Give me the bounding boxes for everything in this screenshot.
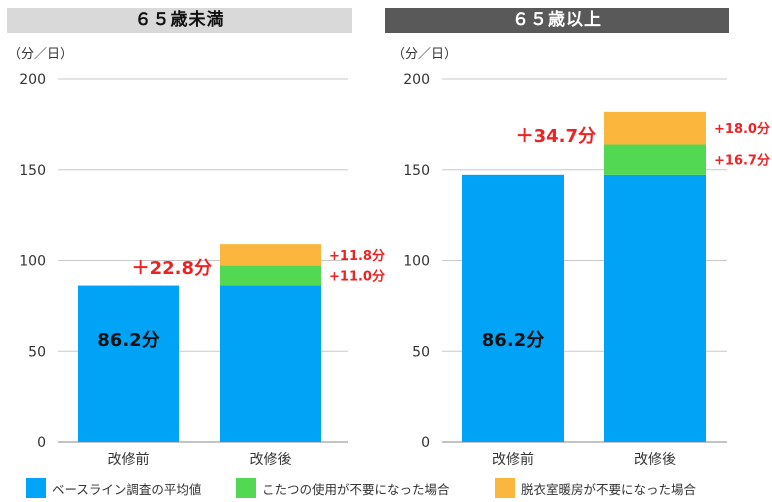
total-increase-label: ＋22.8分 <box>132 258 212 279</box>
y-tick-label: 150 <box>19 163 46 179</box>
legend-label: ベースライン調査の平均値 <box>52 481 202 497</box>
bar-data-label: 86.2分 <box>97 330 159 351</box>
y-tick-label: 200 <box>403 72 430 88</box>
legend-label: こたつの使用が不要になった場合 <box>262 481 450 497</box>
y-tick-label: 50 <box>412 344 430 360</box>
bar-segment <box>220 265 321 286</box>
bar-segment <box>220 285 321 442</box>
bar-segment <box>604 144 706 175</box>
x-tick-label: 改修後 <box>634 452 676 468</box>
segment-label-dressing: +11.8分 <box>329 248 385 264</box>
segment-label-dressing: +18.0分 <box>714 121 770 137</box>
x-tick-label: 改修前 <box>108 451 150 468</box>
legend-label: 脱衣室暖房が不要になった場合 <box>521 481 697 497</box>
y-tick-label: 100 <box>19 254 46 270</box>
y-tick-label: 0 <box>421 435 430 451</box>
x-tick-label: 改修後 <box>250 452 292 468</box>
y-tick-label: 100 <box>403 254 430 270</box>
legend-swatch <box>236 478 256 498</box>
bar-segment <box>78 285 179 442</box>
x-tick-label: 改修前 <box>492 451 534 468</box>
segment-label-kotatsu: +11.0分 <box>329 269 385 285</box>
y-tick-label: 0 <box>37 435 46 451</box>
bar-segment <box>604 174 706 442</box>
legend-item-kotatsu: こたつの使用が不要になった場合 <box>236 478 450 498</box>
y-tick-label: 150 <box>403 163 430 179</box>
bar-segment <box>462 174 564 442</box>
y-axis-unit: （分／日） <box>8 47 73 62</box>
legend-item-dressing-room: 脱衣室暖房が不要になった場合 <box>495 478 696 498</box>
y-axis-unit: （分／日） <box>392 47 457 62</box>
legend-swatch <box>26 478 46 498</box>
legend-swatch <box>495 478 515 498</box>
y-tick-label: 200 <box>19 72 46 88</box>
bar-segment <box>220 244 321 266</box>
segment-label-kotatsu: +16.7分 <box>714 153 770 169</box>
y-tick-label: 50 <box>28 344 46 360</box>
chart-title-under-65: ６５歳未満 <box>7 8 352 33</box>
chart-title-65-and-over: ６５歳以上 <box>385 8 729 33</box>
bar-segment <box>604 111 706 145</box>
legend-item-baseline: ベースライン調査の平均値 <box>26 478 201 498</box>
bar-data-label: 86.2分 <box>482 330 544 351</box>
total-increase-label: ＋34.7分 <box>516 126 596 147</box>
